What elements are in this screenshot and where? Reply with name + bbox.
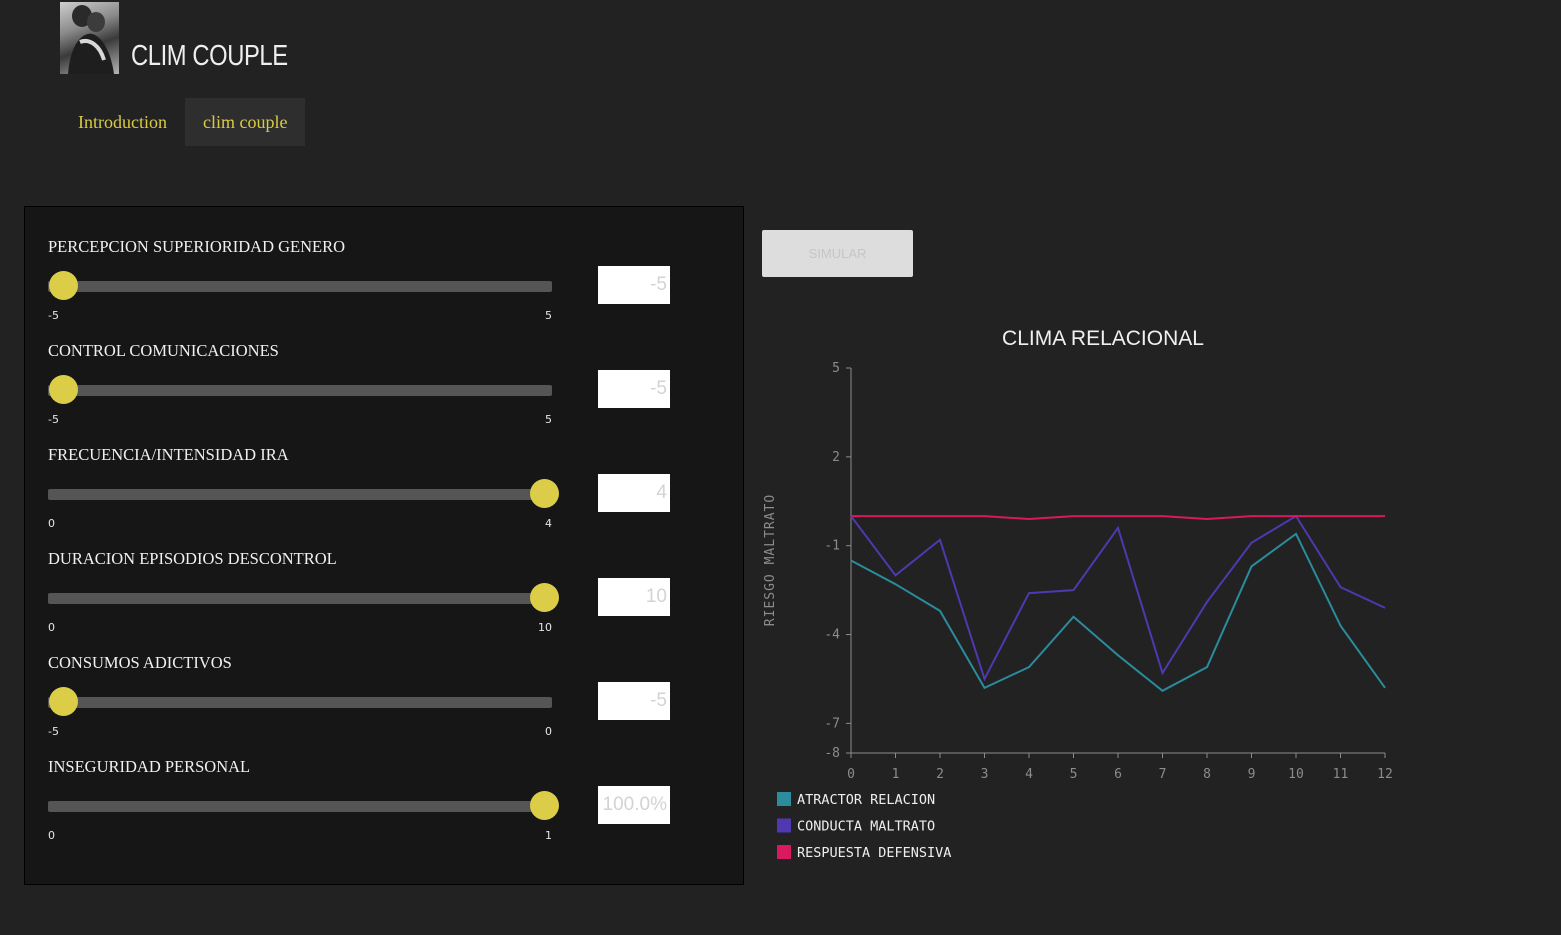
legend-swatch [777,792,791,806]
y-tick-label: -7 [824,716,840,731]
slider-max-label: 5 [545,413,552,426]
slider-label: DURACION EPISODIOS DESCONTROL [48,549,337,568]
legend-swatch [777,818,791,833]
y-tick-label: 2 [832,450,840,465]
slider-handle[interactable] [530,583,559,612]
slider-max-label: 1 [545,829,552,842]
x-tick-label: 1 [892,767,900,782]
slider-max-label: 10 [538,621,552,634]
slider-handle[interactable] [530,479,559,508]
x-tick-label: 2 [936,767,944,782]
slider-label: CONSUMOS ADICTIVOS [48,653,232,672]
x-tick-label: 5 [1070,767,1078,782]
slider-control: CONSUMOS ADICTIVOS -5 0 [48,623,728,738]
couple-silhouette-icon [68,5,114,74]
x-tick-label: 0 [847,767,855,782]
x-tick-label: 7 [1159,767,1167,782]
slider-min-label: 0 [48,517,55,530]
y-tick-label: -8 [824,746,840,761]
slider-min-label: 0 [48,621,55,634]
slider-max-label: 4 [545,517,552,530]
parameters-panel: PERCEPCION SUPERIORIDAD GENERO-55CONTROL… [24,206,744,885]
slider-value-input[interactable] [598,370,670,408]
legend-label: RESPUESTA DEFENSIVA [797,845,951,861]
x-tick-label: 10 [1288,767,1304,782]
tab-clim-couple[interactable]: clim couple [184,98,306,146]
x-tick-label: 12 [1377,767,1393,782]
slider-max-label: 0 [545,725,552,738]
series-line [850,532,1386,692]
y-tick-label: -4 [824,628,840,643]
slider-track[interactable] [48,697,552,708]
slider-value-input[interactable] [598,682,670,720]
tab-introduction[interactable]: Introduction [78,112,167,132]
slider-max-label: 5 [545,309,552,322]
slider-min-label: -5 [48,413,59,426]
y-tick-label: -1 [824,539,840,554]
slider-track[interactable] [48,593,552,604]
x-tick-label: 6 [1114,767,1122,782]
slider-handle[interactable] [49,375,78,404]
series-line [850,514,1386,682]
legend-swatch [777,845,791,859]
slider-label: INSEGURIDAD PERSONAL [48,757,251,776]
simulate-button[interactable]: SIMULAR [762,230,913,277]
slider-value-input[interactable] [598,786,670,824]
slider-label: FRECUENCIA/INTENSIDAD IRA [48,445,289,464]
slider-min-label: 0 [48,829,55,842]
x-tick-label: 9 [1248,767,1256,782]
slider-track[interactable] [48,385,552,396]
slider-control: PERCEPCION SUPERIORIDAD GENERO -5 5 [48,207,728,322]
tab-bar: Introduction clim couple [60,98,306,146]
slider-handle[interactable] [49,687,78,716]
slider-control: INSEGURIDAD PERSONAL 0 1 [48,727,728,842]
y-axis-label: RIESGO MALTRATO [763,494,778,626]
slider-track[interactable] [48,281,552,292]
y-tick-label: 5 [832,361,840,376]
slider-value-input[interactable] [598,474,670,512]
chart-title: CLIMA RELACIONAL [1002,327,1204,350]
slider-track[interactable] [48,489,552,500]
x-tick-label: 3 [981,767,989,782]
slider-track[interactable] [48,801,552,812]
slider-control: CONTROL COMUNICACIONES -5 5 [48,311,728,426]
slider-value-input[interactable] [598,266,670,304]
slider-min-label: -5 [48,309,59,322]
slider-min-label: -5 [48,725,59,738]
slider-control: FRECUENCIA/INTENSIDAD IRA 0 4 [48,415,728,530]
legend-label: ATRACTOR RELACION [797,792,935,808]
slider-value-input[interactable] [598,578,670,616]
slider-control: DURACION EPISODIOS DESCONTROL 0 10 [48,519,728,634]
couple-photo-logo [60,2,119,74]
x-tick-label: 4 [1025,767,1033,782]
x-tick-label: 11 [1333,767,1349,782]
slider-handle[interactable] [530,791,559,820]
slider-label: PERCEPCION SUPERIORIDAD GENERO [48,237,346,256]
slider-label: CONTROL COMUNICACIONES [48,341,279,360]
x-tick-label: 8 [1203,767,1211,782]
slider-handle[interactable] [49,271,78,300]
app-title: CLIM COUPLE [131,40,288,72]
series-line [851,515,1385,521]
legend-label: CONDUCTA MALTRATO [797,819,935,835]
